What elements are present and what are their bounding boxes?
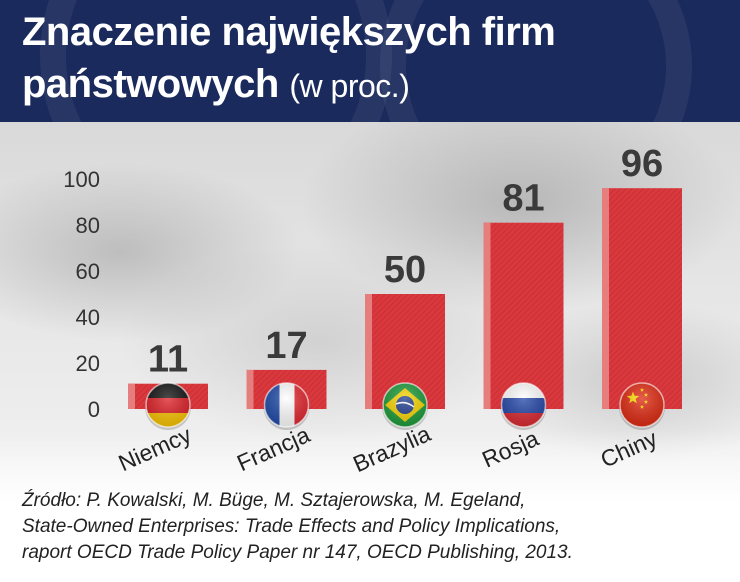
bar-highlight	[246, 369, 254, 409]
russia-flag-icon	[500, 382, 547, 430]
bar-chiny	[602, 188, 682, 409]
chart-title-main: państwowych	[22, 62, 279, 106]
x-tick-label: Rosja	[478, 425, 542, 473]
bar-highlight	[128, 383, 135, 409]
value-label: 50	[384, 249, 426, 291]
value-label: 81	[502, 178, 544, 220]
germany-flag-icon	[145, 382, 191, 430]
background-fade	[0, 430, 740, 502]
bar-highlight	[602, 188, 609, 409]
x-tick-label: Niemcy	[114, 421, 195, 476]
y-tick-label: 20	[76, 351, 100, 376]
source-note: Źródło: P. Kowalski, M. Büge, M. Sztajer…	[22, 488, 732, 566]
chart-title-line1: Znaczenie największych firm	[22, 10, 556, 54]
source-line: raport OECD Trade Policy Paper nr 147, O…	[22, 542, 573, 563]
chart-title-line2: państwowych (w proc.)	[22, 62, 410, 107]
france-flag-icon	[263, 382, 310, 430]
china-flag-icon	[619, 382, 665, 430]
x-axis-labels: Niemcy Francja Brazylia Rosja Chiny	[114, 420, 661, 477]
bar-rosja	[483, 222, 564, 409]
value-label: 96	[621, 143, 663, 185]
source-line: Źródło: P. Kowalski, M. Büge, M. Sztajer…	[22, 490, 526, 511]
bars-group: 11 17 50 81 96	[128, 143, 682, 409]
x-tick-label: Francja	[233, 421, 314, 476]
y-tick-label: 80	[76, 213, 100, 238]
flags-group	[145, 382, 665, 430]
y-tick-label: 60	[76, 259, 100, 284]
y-axis: 0 20 40 60 80 100	[63, 167, 100, 422]
value-label: 11	[148, 339, 188, 381]
chart-title-unit: (w proc.)	[289, 68, 410, 104]
y-tick-label: 40	[76, 305, 100, 330]
bar-highlight	[483, 222, 491, 409]
y-tick-label: 100	[63, 167, 100, 192]
bar-highlight	[365, 294, 372, 409]
brazil-flag-icon	[382, 382, 428, 430]
value-label: 17	[265, 325, 307, 367]
x-tick-label: Brazylia	[349, 420, 434, 477]
y-tick-label: 0	[88, 397, 100, 422]
source-line: State-Owned Enterprises: Trade Effects a…	[22, 516, 561, 537]
x-tick-label: Chiny	[597, 425, 662, 473]
